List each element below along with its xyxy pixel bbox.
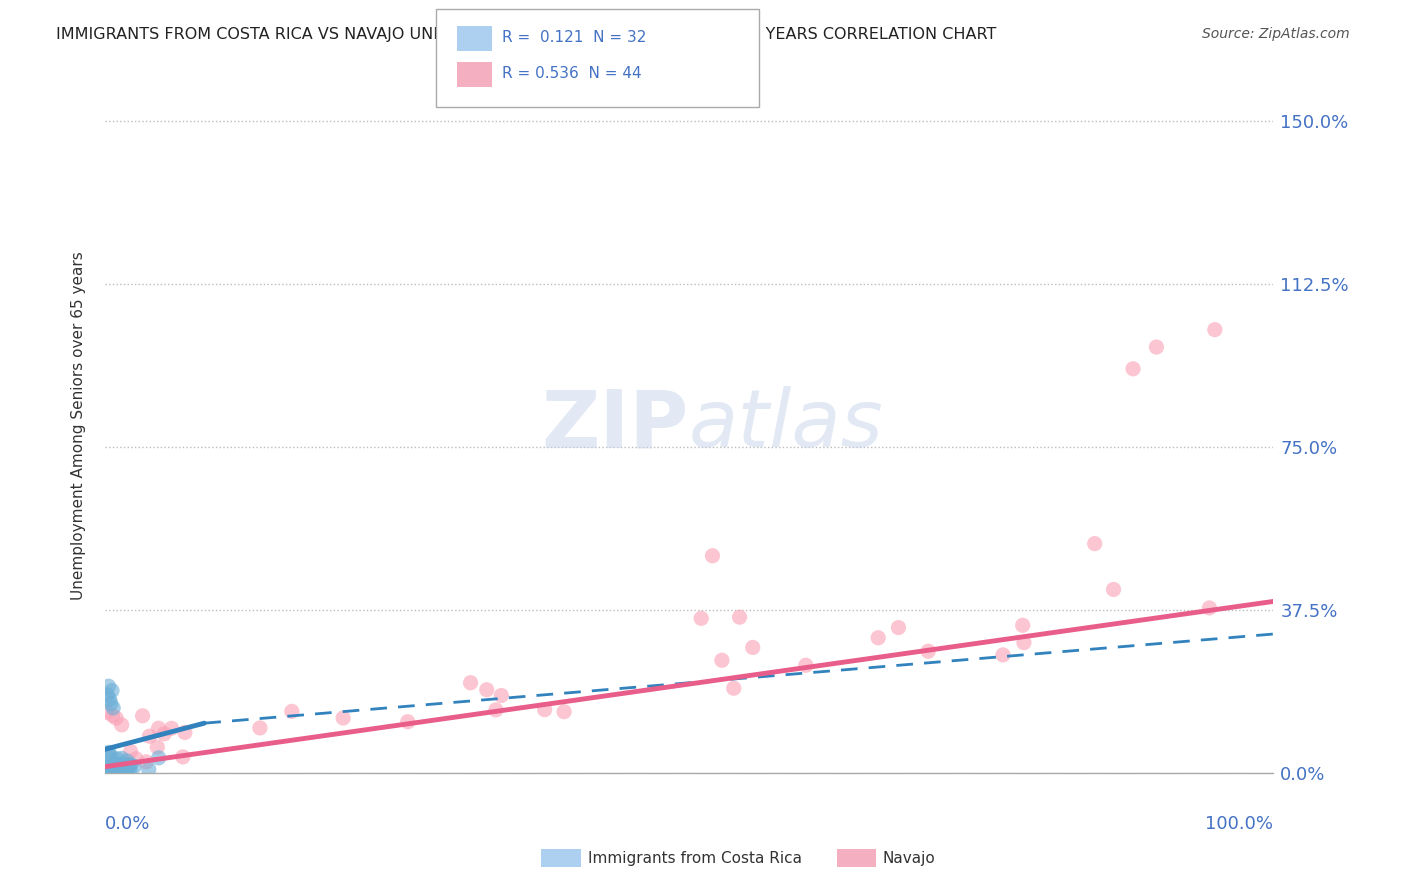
Point [114,765,136,780]
Point [101,701,124,715]
Point [124,759,146,773]
Point [138,763,160,777]
Point [111,757,134,772]
Text: IMMIGRANTS FROM COSTA RICA VS NAVAJO UNEMPLOYMENT AMONG SENIORS OVER 65 YEARS CO: IMMIGRANTS FROM COSTA RICA VS NAVAJO UNE… [56,27,997,42]
Point [723,681,745,696]
Point [491,689,513,703]
Point [97,765,120,780]
Point [702,549,724,563]
Point [741,640,763,655]
Point [101,683,124,698]
Point [98,760,121,774]
Point [135,755,157,769]
Point [710,653,733,667]
Point [104,765,127,780]
Point [120,745,142,759]
Point [105,752,128,766]
Point [146,740,169,755]
Point [1012,635,1035,649]
Point [794,658,817,673]
Point [475,682,498,697]
Point [100,697,122,711]
Point [249,721,271,735]
Point [105,711,128,725]
Point [1011,618,1033,632]
Point [485,703,508,717]
Point [118,763,141,777]
Point [138,729,160,743]
Point [107,757,129,772]
Text: 100.0%: 100.0% [1205,815,1274,833]
Point [1102,582,1125,597]
Point [118,758,141,772]
Point [125,752,148,766]
Point [100,749,122,764]
Point [728,610,751,624]
Point [117,764,139,779]
Point [396,714,419,729]
Point [96,763,118,777]
Point [148,751,170,765]
Point [690,611,713,625]
Text: 0.0%: 0.0% [105,815,150,833]
Text: Source: ZipAtlas.com: Source: ZipAtlas.com [1202,27,1350,41]
Point [533,703,555,717]
Point [120,757,142,772]
Point [153,727,176,741]
Point [174,725,197,739]
Point [553,705,575,719]
Point [111,718,134,732]
Point [115,754,138,768]
Point [1122,361,1144,376]
Point [1144,340,1167,354]
Point [94,765,117,780]
Point [887,621,910,635]
Text: Immigrants from Costa Rica: Immigrants from Costa Rica [588,851,801,865]
Point [107,763,129,777]
Point [114,764,136,779]
Point [172,750,194,764]
Point [332,711,354,725]
Point [96,705,118,719]
Point [991,648,1014,662]
Point [101,763,124,777]
Point [1198,601,1220,615]
Point [97,745,120,759]
Point [97,679,120,693]
Text: atlas: atlas [689,386,884,465]
Point [104,762,127,776]
Text: Navajo: Navajo [883,851,936,865]
Point [148,721,170,735]
Point [460,675,482,690]
Point [1204,323,1226,337]
Text: R = 0.536  N = 44: R = 0.536 N = 44 [502,66,641,80]
Point [98,692,121,706]
Point [101,708,124,723]
Point [868,631,890,645]
Point [131,708,153,723]
Y-axis label: Unemployment Among Seniors over 65 years: Unemployment Among Seniors over 65 years [72,251,86,599]
Point [94,760,117,774]
Point [96,688,118,702]
Point [917,644,939,658]
Point [110,751,132,765]
Point [1084,536,1107,550]
Text: ZIP: ZIP [541,386,689,465]
Text: R =  0.121  N = 32: R = 0.121 N = 32 [502,30,647,45]
Point [160,722,183,736]
Point [97,747,120,762]
Point [281,705,304,719]
